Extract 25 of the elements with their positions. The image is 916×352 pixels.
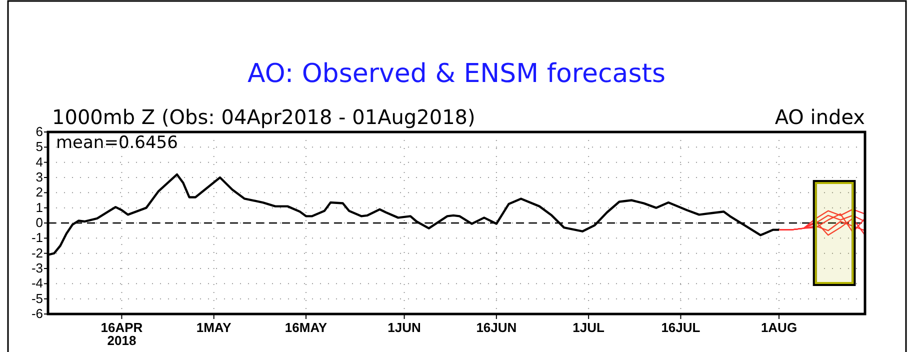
y-tick-label: 6	[36, 124, 43, 139]
y-tick-label: -5	[31, 290, 43, 306]
x-tick-label: 1JUN	[388, 320, 421, 335]
chart-title: AO: Observed & ENSM forecasts	[247, 59, 666, 89]
y-tick-label: 3	[36, 170, 43, 184]
y-tick-label: 0	[36, 215, 43, 230]
y-tick-label: -6	[31, 306, 43, 321]
y-tick-label: 1	[36, 200, 43, 215]
y-tick-label: 5	[36, 139, 43, 154]
y-tick-label: -1	[31, 230, 43, 246]
chart-subtitle: 1000mb Z (Obs: 04Apr2018 - 01Aug2018)	[52, 105, 476, 129]
x-tick-label: 1MAY	[196, 320, 232, 335]
y-tick-label: -2	[31, 245, 43, 260]
x-tick-label: 16APR 2018	[100, 320, 144, 348]
x-tick-label: 16JUN	[476, 320, 517, 335]
y-tick-label: 2	[36, 184, 43, 200]
y-axis-title: AO index	[774, 105, 866, 129]
y-tick-label: -4	[31, 276, 43, 291]
x-tick-label: 1AUG	[760, 320, 798, 335]
x-tick-label: 16MAY	[284, 320, 328, 335]
x-tick-label: 16JUL	[661, 320, 700, 335]
annotation: mean=0.6456	[56, 133, 178, 153]
x-tick-label: 1JUL	[572, 320, 605, 335]
y-tick-label: 4	[36, 154, 43, 170]
y-tick-label: -3	[31, 260, 43, 276]
